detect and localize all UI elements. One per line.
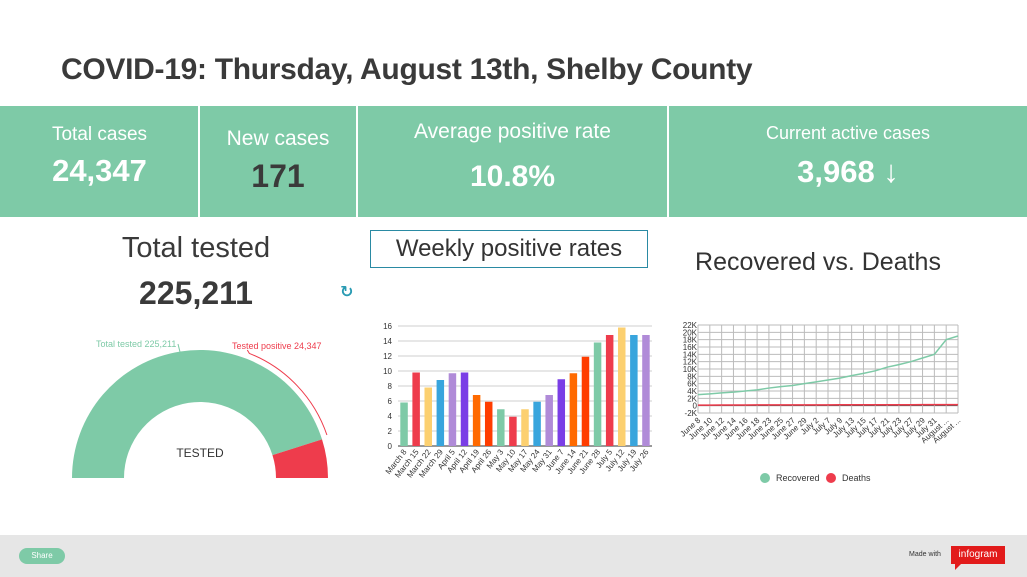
bar-y-tick-label: 6 xyxy=(388,397,393,406)
recovered-deaths-title: Recovered vs. Deaths xyxy=(695,248,941,276)
legend-swatch xyxy=(826,473,836,483)
line-y-tick-label: 14K xyxy=(683,350,698,359)
tested-semi-donut: Total tested 225,211 Tested positive 24,… xyxy=(72,339,328,478)
bar xyxy=(642,335,650,446)
stat-total-cases: Total cases 24,347 xyxy=(0,106,199,217)
bar xyxy=(605,335,614,446)
refresh-icon[interactable]: ↻ xyxy=(340,284,354,301)
line-y-tick-label: 22K xyxy=(683,321,698,330)
bar-y-tick-label: 14 xyxy=(383,337,392,346)
bar xyxy=(484,401,493,446)
share-button[interactable]: Share xyxy=(19,548,65,564)
line-y-tick-label: 16K xyxy=(683,343,698,352)
line-y-tick-label: 0 xyxy=(693,402,698,411)
stat-new-cases-value: 171 xyxy=(251,158,305,194)
line-y-tick-label: 4K xyxy=(687,387,697,396)
stat-divider xyxy=(667,106,669,217)
bar xyxy=(593,342,602,446)
stat-average-positive: Average positive rate 10.8% xyxy=(358,106,667,217)
line-y-tick-label: 18K xyxy=(683,336,698,345)
donut-callout-line xyxy=(246,349,328,436)
footer: Share Made with infogram xyxy=(0,535,1027,577)
line-y-tick-label: 12K xyxy=(683,358,698,367)
bar xyxy=(533,401,541,446)
bar xyxy=(424,387,432,446)
line-y-tick-label: 6K xyxy=(687,380,697,389)
bar-y-tick-label: 16 xyxy=(383,322,392,331)
line-y-tick-label: 2K xyxy=(687,394,697,403)
stat-total-cases-value: 24,347 xyxy=(52,153,147,188)
weekly-chart-title: Weekly positive rates xyxy=(370,230,648,268)
made-with-label: Made with xyxy=(909,551,941,558)
bar-y-tick-label: 10 xyxy=(383,367,392,376)
bar xyxy=(569,373,578,446)
donut-callout-line xyxy=(177,343,181,353)
total-tested-label: Total tested xyxy=(121,232,271,264)
bar-y-tick-label: 4 xyxy=(388,412,393,421)
bar xyxy=(400,402,408,446)
bar-y-tick-label: 2 xyxy=(388,427,393,436)
donut-label-tested-positive: Tested positive 24,347 xyxy=(232,341,322,351)
infogram-logo[interactable]: infogram xyxy=(951,546,1005,570)
bar xyxy=(521,409,529,446)
bar xyxy=(630,335,638,446)
donut-slice-total-tested xyxy=(72,350,323,478)
line-y-tick-label: 20K xyxy=(683,328,698,337)
legend-swatch xyxy=(760,473,770,483)
bar xyxy=(412,372,420,446)
donut-label-total-tested: Total tested 225,211 xyxy=(96,339,176,349)
stat-active-cases-label: Current active cases xyxy=(765,123,931,143)
donut-slice-tested-positive xyxy=(272,439,328,478)
bar xyxy=(545,395,553,446)
donut-center-label: TESTED xyxy=(176,446,224,460)
bar xyxy=(472,395,481,446)
legend-label: Deaths xyxy=(842,473,871,483)
stat-average-positive-label: Average positive rate xyxy=(414,120,611,143)
bar-y-tick-label: 12 xyxy=(383,352,392,361)
bar xyxy=(436,380,445,446)
line-y-tick-label: -2K xyxy=(685,409,698,418)
total-tested-value: 225,211 xyxy=(139,275,253,311)
stat-new-cases: New cases 171 xyxy=(200,106,356,217)
bar-y-tick-label: 8 xyxy=(388,382,393,391)
bar xyxy=(497,409,505,446)
bar xyxy=(581,356,590,446)
bar xyxy=(618,327,626,446)
stat-active-cases: Current active cases 3,968 ↓ xyxy=(669,106,1027,217)
bar xyxy=(448,373,457,446)
bar xyxy=(557,379,566,446)
page-title: COVID-19: Thursday, August 13th, Shelby … xyxy=(61,53,753,86)
stat-total-cases-label: Total cases xyxy=(51,124,148,145)
stats-banner: Total cases 24,347 New cases 171 Average… xyxy=(0,106,1027,217)
stat-divider xyxy=(356,106,358,217)
line-series-recovered xyxy=(697,335,959,396)
stat-average-positive-value: 10.8% xyxy=(469,160,556,193)
bar xyxy=(509,416,517,446)
stat-divider xyxy=(198,106,200,217)
stat-active-cases-value: 3,968 ↓ xyxy=(797,154,899,189)
legend-label: Recovered xyxy=(776,473,820,483)
bar xyxy=(460,372,469,446)
line-y-tick-label: 10K xyxy=(683,365,698,374)
bar-y-tick-label: 0 xyxy=(388,442,393,451)
stat-new-cases-label: New cases xyxy=(226,127,330,150)
line-y-tick-label: 8K xyxy=(687,372,697,381)
